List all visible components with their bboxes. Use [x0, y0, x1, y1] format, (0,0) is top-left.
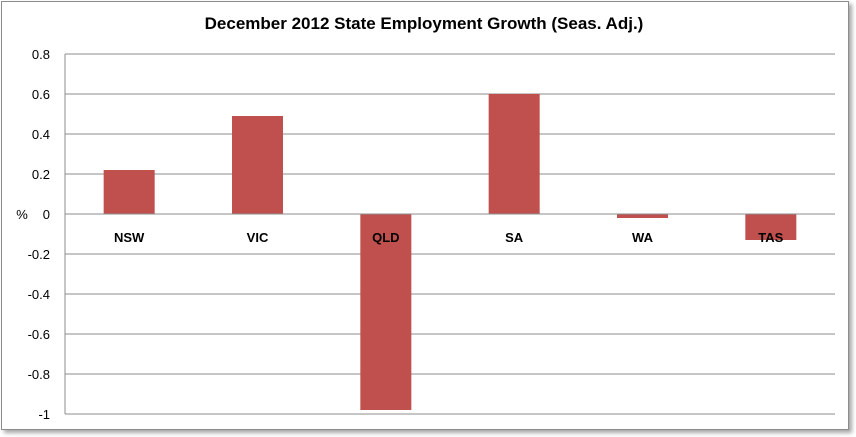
- bar-tas: [745, 214, 797, 240]
- y-tick-label: 0.8: [32, 47, 50, 62]
- bar-qld: [360, 214, 412, 410]
- gridlines: [64, 53, 835, 415]
- bar-wa: [617, 214, 668, 218]
- category-label-sa: SA: [505, 230, 524, 245]
- y-tick-label: -1: [38, 407, 50, 422]
- y-tick-label: 0.2: [32, 167, 50, 182]
- bar-vic: [232, 116, 283, 214]
- chart-title: December 2012 State Employment Growth (S…: [205, 14, 644, 33]
- y-tick-labels: 0.8 0.6 0.4 0.2 0 -0.2 -0.4 -0.6 -0.8 -1: [28, 47, 50, 422]
- y-tick-label: -0.2: [28, 247, 50, 262]
- category-label-tas: TAS: [758, 230, 783, 245]
- bar-sa: [488, 94, 540, 214]
- bar-nsw: [103, 170, 155, 214]
- y-tick-label: -0.4: [28, 287, 50, 302]
- y-axis-label: %: [16, 207, 28, 222]
- y-tick-label: 0.4: [32, 127, 50, 142]
- y-tick-label: 0: [43, 207, 50, 222]
- category-label-qld: QLD: [372, 230, 399, 245]
- bars: [103, 94, 797, 410]
- category-labels: NSW VIC QLD SA WA TAS: [114, 230, 784, 245]
- category-label-vic: VIC: [247, 230, 269, 245]
- chart-frame: [1, 1, 849, 430]
- y-tick-label: 0.6: [32, 87, 50, 102]
- category-label-nsw: NSW: [114, 230, 145, 245]
- y-tick-label: -0.6: [28, 327, 50, 342]
- y-tick-label: -0.8: [28, 367, 50, 382]
- category-label-wa: WA: [632, 230, 654, 245]
